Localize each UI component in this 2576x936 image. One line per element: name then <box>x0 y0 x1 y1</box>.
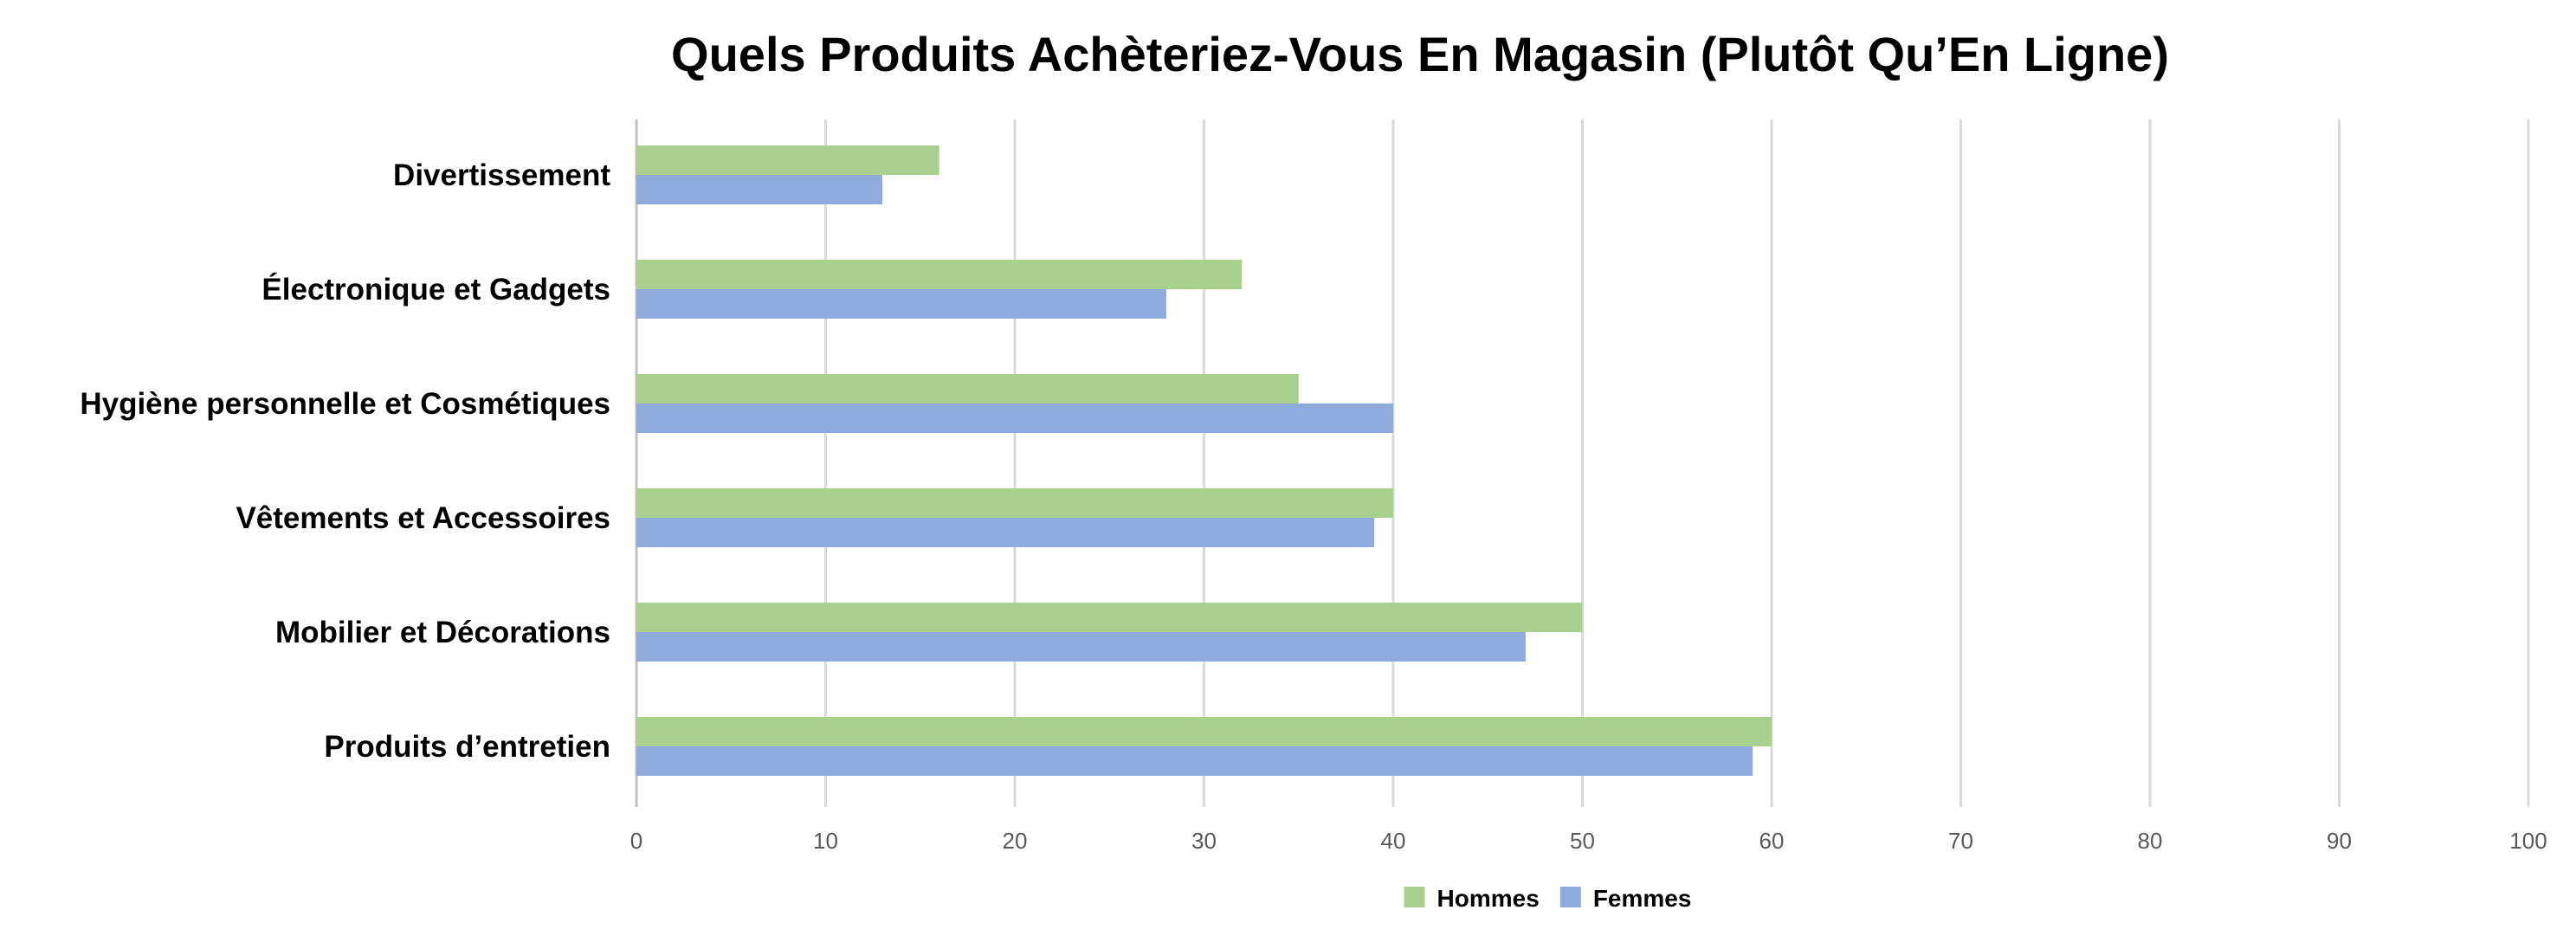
bar-hommes <box>636 488 1393 518</box>
legend-label: Hommes <box>1437 885 1540 912</box>
bar-hommes <box>636 603 1583 632</box>
x-axis-tick-labels: 0 10 20 30 40 50 60 70 80 90 100 <box>630 828 2547 854</box>
bar-femmes <box>636 175 883 204</box>
category-label: Mobilier et Décorations <box>275 616 610 649</box>
bar-femmes <box>636 518 1375 547</box>
bar-hommes <box>636 260 1243 289</box>
legend-label: Femmes <box>1593 885 1692 912</box>
bars <box>636 145 1772 776</box>
gridlines <box>635 119 2530 807</box>
chart-title: Quels Produits Achèteriez-Vous En Magasi… <box>671 27 2169 81</box>
x-tick-label: 60 <box>1759 828 1785 854</box>
bar-femmes <box>636 632 1526 662</box>
category-label: Électronique et Gadgets <box>261 272 610 307</box>
x-tick-label: 20 <box>1003 828 1028 854</box>
x-tick-label: 50 <box>1570 828 1595 854</box>
legend-item: Femmes <box>1559 885 1692 912</box>
category-label: Divertissement <box>393 158 610 192</box>
category-label: Hygiène personnelle et Cosmétiques <box>80 387 610 421</box>
category-label: Produits d’entretien <box>324 730 610 764</box>
category-labels: Divertissement Électronique et Gadgets Hyg… <box>80 158 610 764</box>
category-label: Vêtements et Accessoires <box>236 501 610 535</box>
bar-femmes <box>636 403 1393 433</box>
x-tick-label: 100 <box>2509 828 2547 854</box>
bar-femmes <box>636 289 1166 319</box>
x-tick-label: 10 <box>813 828 838 854</box>
x-tick-label: 80 <box>2138 828 2163 854</box>
x-tick-label: 70 <box>1948 828 1973 854</box>
legend-swatch <box>1404 887 1425 907</box>
legend-swatch <box>1559 887 1581 907</box>
bar-hommes <box>636 717 1772 746</box>
legend: Hommes Femmes <box>1404 885 1692 912</box>
bar-hommes <box>636 374 1299 403</box>
x-tick-label: 40 <box>1381 828 1406 854</box>
x-tick-label: 0 <box>630 828 642 854</box>
x-tick-label: 90 <box>2327 828 2352 854</box>
legend-item: Hommes <box>1404 885 1540 912</box>
bar-femmes <box>636 746 1753 776</box>
x-tick-label: 30 <box>1191 828 1217 854</box>
bar-hommes <box>636 145 939 175</box>
